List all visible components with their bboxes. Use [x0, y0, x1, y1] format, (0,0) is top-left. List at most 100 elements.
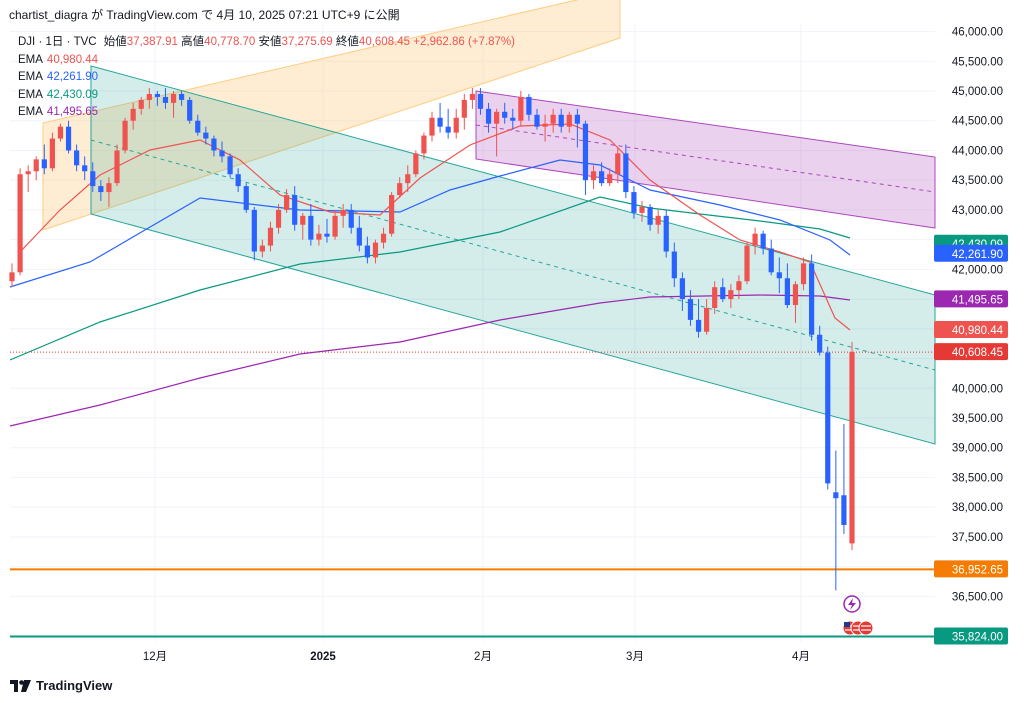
close-value: 40,608.45 [358, 36, 411, 48]
ema-row-1[interactable]: EMA 40,980.44 [18, 52, 515, 70]
ema-line-short [19, 123, 851, 331]
price-badge: 40,608.45 [934, 343, 1008, 361]
header-particle-de: で [201, 8, 214, 22]
ema-lines [9, 123, 851, 427]
candle-body [607, 174, 613, 184]
ohlc-row: DJI · 1日 · TVC 始値37,387.91 高値40,778.70 安… [18, 34, 515, 52]
candle-body [33, 159, 39, 172]
candle-body [170, 93, 177, 103]
price-badge: 36,952.65 [934, 560, 1008, 578]
ema-value: 41,495.65 [46, 106, 99, 119]
high-value: 40,778.70 [204, 36, 256, 48]
candle-down [776, 257, 782, 294]
candle-body [728, 290, 734, 300]
candle-down [574, 108, 580, 148]
candle-up [25, 165, 31, 193]
candle-body [784, 278, 790, 306]
candle-body [792, 284, 799, 306]
ema-row-2[interactable]: EMA 42,261.90 [18, 69, 515, 87]
horizontal-levels [10, 351, 935, 638]
candle-up [550, 108, 556, 133]
candle-down [768, 239, 774, 276]
candle-body [582, 123, 589, 181]
candle-body [631, 192, 637, 213]
candle-body [599, 171, 605, 184]
candle-up [421, 132, 427, 160]
candle-body [57, 126, 64, 139]
candle-up [122, 117, 128, 154]
ema-value: 42,261.90 [46, 71, 99, 84]
candle-down [41, 144, 47, 175]
ema-label: EMA [18, 53, 43, 66]
tradingview-footer[interactable]: TradingView [10, 678, 112, 693]
ema-line-xlong [9, 294, 851, 427]
candle-body [292, 195, 298, 225]
candle-down [243, 183, 249, 213]
candle-body [534, 114, 540, 127]
tradingview-logo-icon [10, 679, 31, 692]
candle-down [292, 186, 298, 231]
candle-body [267, 227, 274, 246]
candle-body [259, 245, 265, 252]
candle-down [195, 114, 201, 136]
candle-up [728, 284, 734, 308]
candle-body [154, 93, 160, 97]
price-badge-label: 36,952.65 [952, 564, 1003, 576]
us-flag-event-icon [858, 620, 874, 636]
candle-up [9, 263, 15, 288]
candle-body [316, 233, 322, 240]
candle-up [17, 168, 23, 276]
candle-body [518, 96, 524, 121]
chart-legend: DJI · 1日 · TVC 始値37,387.91 高値40,778.70 安… [18, 34, 515, 122]
time-axis: 12月 2025 2月 3月 4月 [143, 651, 810, 663]
price-tick-label: 44,000.00 [952, 145, 1003, 157]
candle-down [623, 144, 629, 199]
candle-up [752, 227, 758, 255]
author-name[interactable]: chartist_diagra [9, 8, 88, 22]
price-badge-label: 35,824.00 [952, 632, 1003, 644]
ema-label: EMA [18, 106, 43, 119]
candle-up [518, 91, 524, 127]
candle-body [760, 233, 766, 249]
ema-row-4[interactable]: EMA 41,495.65 [18, 104, 515, 122]
candle-body [397, 183, 403, 196]
candle-up [170, 91, 177, 118]
candle-body [90, 171, 96, 187]
candle-down [825, 346, 831, 490]
candle-down [251, 206, 257, 261]
candle-down [445, 108, 451, 139]
candle-body [284, 195, 290, 210]
candle-down [90, 162, 96, 193]
candle-up [800, 257, 807, 291]
candle-up [389, 192, 395, 237]
site-name[interactable]: TradingView.com [106, 8, 198, 22]
candle-down [82, 156, 88, 181]
ema-line-mid [9, 159, 851, 288]
chart-grid [10, 24, 935, 642]
candle-body [74, 150, 80, 166]
candle-body [752, 233, 758, 246]
candle-up [792, 281, 799, 323]
candle-up [49, 132, 55, 172]
candle-down [502, 102, 508, 124]
candle-body [809, 263, 815, 335]
candle-up [130, 102, 136, 130]
candle-up [429, 111, 435, 142]
price-tick-label: 46,000.00 [952, 27, 1003, 39]
ema-row-3[interactable]: EMA 42,430.09 [18, 87, 515, 105]
candle-up [316, 224, 322, 246]
candle-down [647, 203, 653, 231]
candle-body [615, 153, 621, 175]
candle-up [736, 275, 742, 300]
open-label: 始値 [103, 36, 127, 48]
candle-down [485, 102, 492, 133]
price-tick-label: 43,000.00 [952, 205, 1003, 217]
symbol-label[interactable]: DJI · 1日 · TVC [18, 36, 97, 48]
candle-body [389, 195, 395, 234]
price-badges: 42,430.0942,261.9041,495.6540,980.4440,6… [934, 234, 1008, 645]
candle-down [364, 236, 370, 264]
header-particle-ga: が [91, 8, 104, 22]
candle-down [558, 108, 564, 133]
close-label: 終値 [335, 36, 359, 48]
